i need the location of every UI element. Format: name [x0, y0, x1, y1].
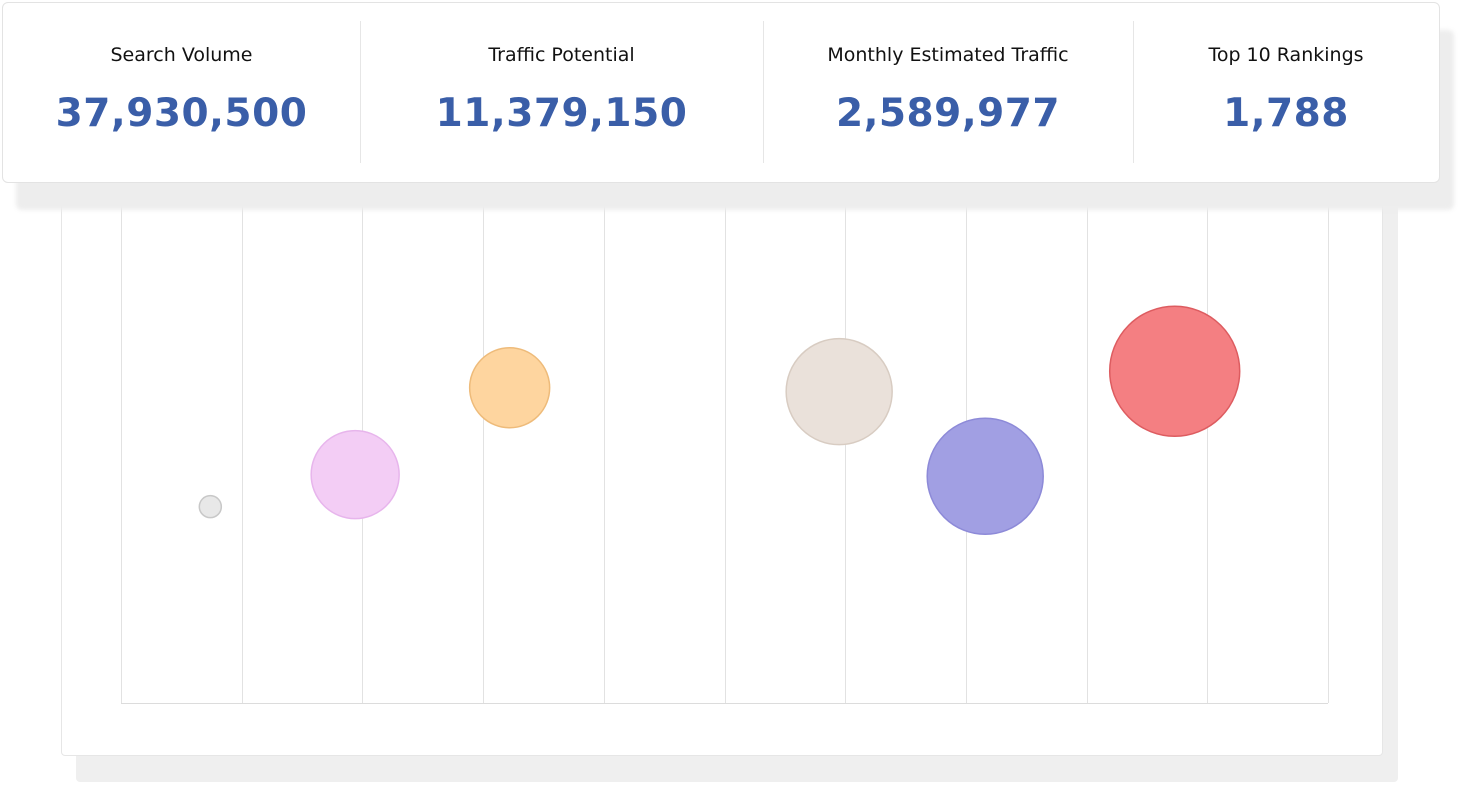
stat-label: Monthly Estimated Traffic	[827, 44, 1069, 66]
chart-bubble[interactable]	[926, 417, 1044, 536]
chart-bubble[interactable]	[198, 494, 223, 519]
chart-bubble[interactable]	[468, 347, 551, 429]
stat-label: Top 10 Rankings	[1208, 44, 1364, 66]
stat-value: 37,930,500	[55, 91, 308, 136]
chart-bubble[interactable]	[1108, 305, 1241, 437]
stat-value: 11,379,150	[435, 91, 688, 136]
stats-card: Search Volume 37,930,500 Traffic Potenti…	[2, 2, 1440, 183]
chart-bubble[interactable]	[785, 337, 893, 446]
stat-value: 1,788	[1223, 91, 1349, 136]
stat-label: Search Volume	[110, 44, 253, 66]
stat-value: 2,589,977	[835, 91, 1061, 136]
stat-traffic-potential: Traffic Potential 11,379,150	[360, 3, 763, 182]
stat-top-10-rankings: Top 10 Rankings 1,788	[1133, 3, 1439, 182]
stat-label: Traffic Potential	[488, 44, 635, 66]
chart-bubble[interactable]	[310, 429, 400, 520]
chart-card	[61, 150, 1383, 756]
chart-bubbles	[198, 305, 1241, 536]
stat-monthly-estimated-traffic: Monthly Estimated Traffic 2,589,977	[763, 3, 1133, 182]
stat-search-volume: Search Volume 37,930,500	[3, 3, 360, 182]
